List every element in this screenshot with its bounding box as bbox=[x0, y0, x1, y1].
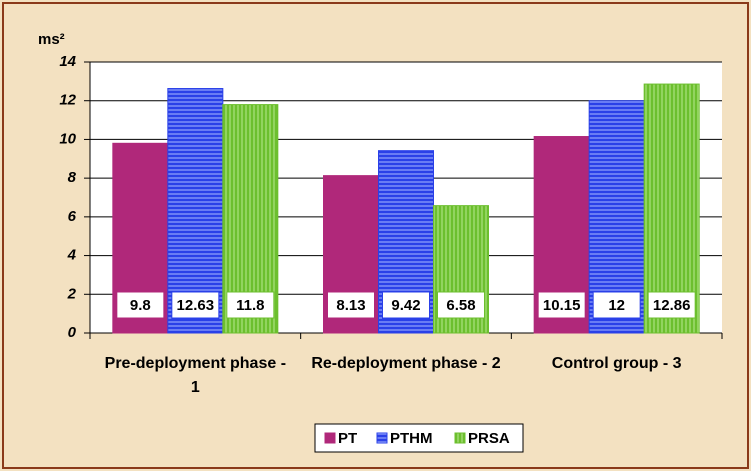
value-label-box bbox=[437, 291, 485, 319]
y-tick-label: 4 bbox=[67, 247, 77, 264]
legend-swatch bbox=[324, 432, 336, 444]
legend-swatch bbox=[454, 432, 466, 444]
value-label-box bbox=[537, 291, 586, 319]
x-tick-label: Control group - 3 bbox=[551, 355, 682, 372]
legend-label: PRSA bbox=[468, 430, 510, 447]
value-label-box bbox=[171, 291, 220, 319]
value-label: 9.8 bbox=[130, 297, 151, 314]
y-tick-label: 14 bbox=[59, 53, 76, 70]
y-tick-label: 8 bbox=[68, 169, 77, 186]
y-axis-label: ms² bbox=[38, 31, 65, 48]
y-tick-label: 6 bbox=[68, 208, 77, 225]
y-tick-label: 10 bbox=[59, 130, 76, 147]
value-label-box bbox=[226, 291, 275, 319]
y-tick-label: 2 bbox=[67, 285, 77, 302]
value-label-box bbox=[382, 291, 430, 319]
legend-box bbox=[314, 423, 524, 453]
legend-label: PT bbox=[338, 430, 357, 447]
legend-swatch bbox=[376, 432, 388, 444]
value-label-box bbox=[592, 291, 641, 319]
value-label: 9.42 bbox=[391, 297, 420, 314]
value-label: 6.58 bbox=[446, 297, 475, 314]
value-label: 12.86 bbox=[653, 297, 691, 314]
value-label: 10.15 bbox=[543, 297, 581, 314]
x-tick-label: Pre-deployment phase - 1 bbox=[104, 355, 287, 396]
y-tick-label: 0 bbox=[68, 324, 77, 341]
y-tick-label: 12 bbox=[59, 92, 76, 109]
legend-label: PTHM bbox=[390, 430, 433, 447]
value-label: 8.13 bbox=[336, 297, 365, 314]
value-label-box bbox=[116, 291, 165, 319]
value-label-box bbox=[327, 291, 375, 319]
value-label: 11.8 bbox=[236, 297, 264, 314]
value-label: 12 bbox=[608, 297, 625, 314]
value-label-box bbox=[647, 291, 696, 319]
value-label: 12.63 bbox=[177, 297, 215, 314]
x-tick-label: Re-deployment phase - 2 bbox=[311, 355, 501, 372]
